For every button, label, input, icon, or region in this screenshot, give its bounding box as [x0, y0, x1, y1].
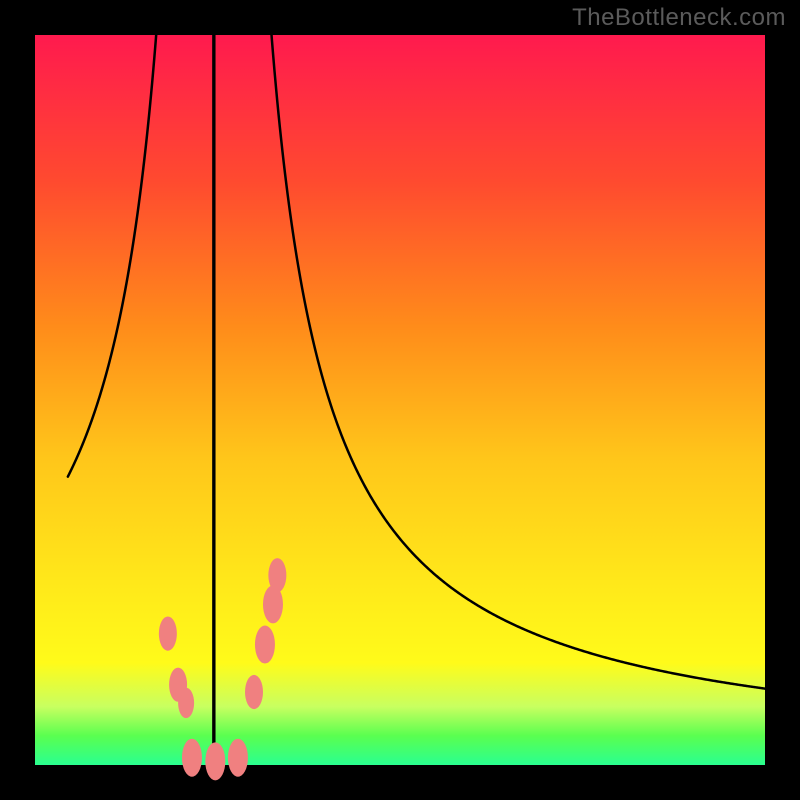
curve-marker — [268, 558, 286, 592]
curve-marker — [255, 626, 275, 664]
watermark-label: TheBottleneck.com — [572, 4, 786, 32]
curve-marker — [178, 688, 194, 718]
curve-marker — [159, 617, 177, 651]
curve-marker — [182, 739, 202, 777]
chart-svg — [0, 0, 800, 800]
plot-gradient-rect — [35, 35, 765, 765]
chart-stage: TheBottleneck.com — [0, 0, 800, 800]
curve-marker — [245, 675, 263, 709]
curve-marker — [228, 739, 248, 777]
curve-marker — [205, 742, 225, 780]
